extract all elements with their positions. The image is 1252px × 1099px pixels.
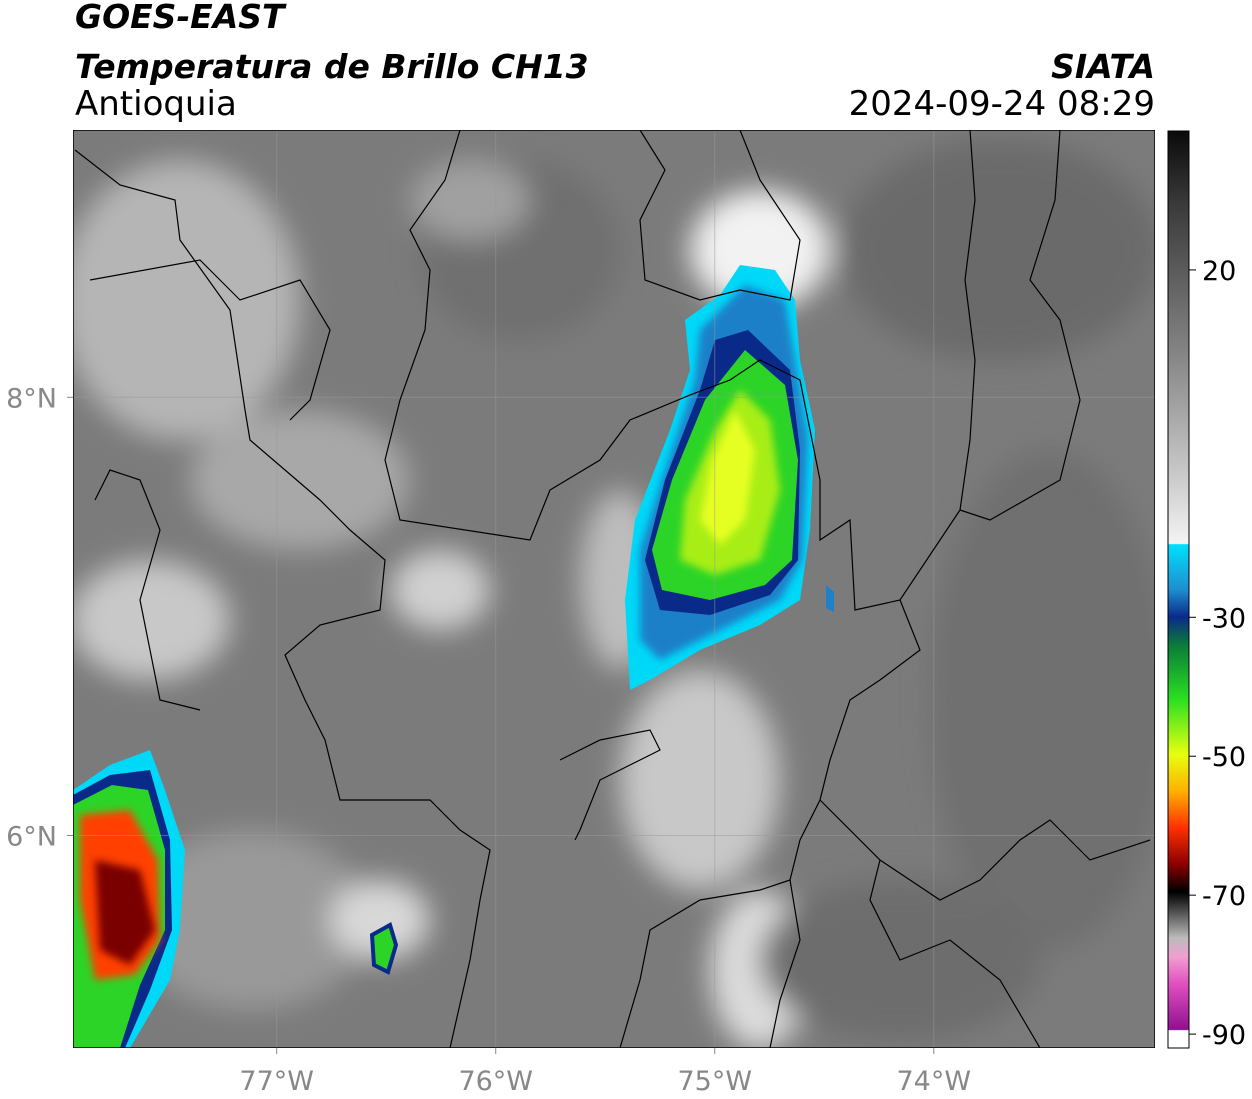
y-tick-label: 6°N [6,821,57,852]
title: GOES-EAST [75,0,287,36]
region: Antioquia [75,84,237,124]
x-tick-label: 77°W [239,1066,314,1097]
map [73,130,1155,1048]
borders [74,130,1151,1048]
agency: SIATA [1051,47,1155,86]
x-tick-label: 75°W [677,1066,752,1097]
colorbar-tick-label: -50 [1202,742,1246,773]
x-tick-label: 74°W [897,1066,972,1097]
datetime: 2024-09-24 08:29 [849,84,1155,124]
storm-southwest [73,585,834,1048]
grid [73,130,1155,1048]
subtitle: Temperatura de Brillo CH13 [75,47,589,86]
colorbar-tick-label: -70 [1202,881,1246,912]
colorbar-tick-label: -30 [1202,603,1246,634]
colorbar [1167,130,1190,1049]
colorbar-tick-label: 20 [1202,256,1236,287]
y-tick-label: 8°N [6,383,57,414]
x-tick-label: 76°W [458,1066,533,1097]
colorbar-tick-label: -90 [1202,1020,1246,1051]
storm-north [625,265,815,690]
cloud-texture [73,140,1155,1048]
